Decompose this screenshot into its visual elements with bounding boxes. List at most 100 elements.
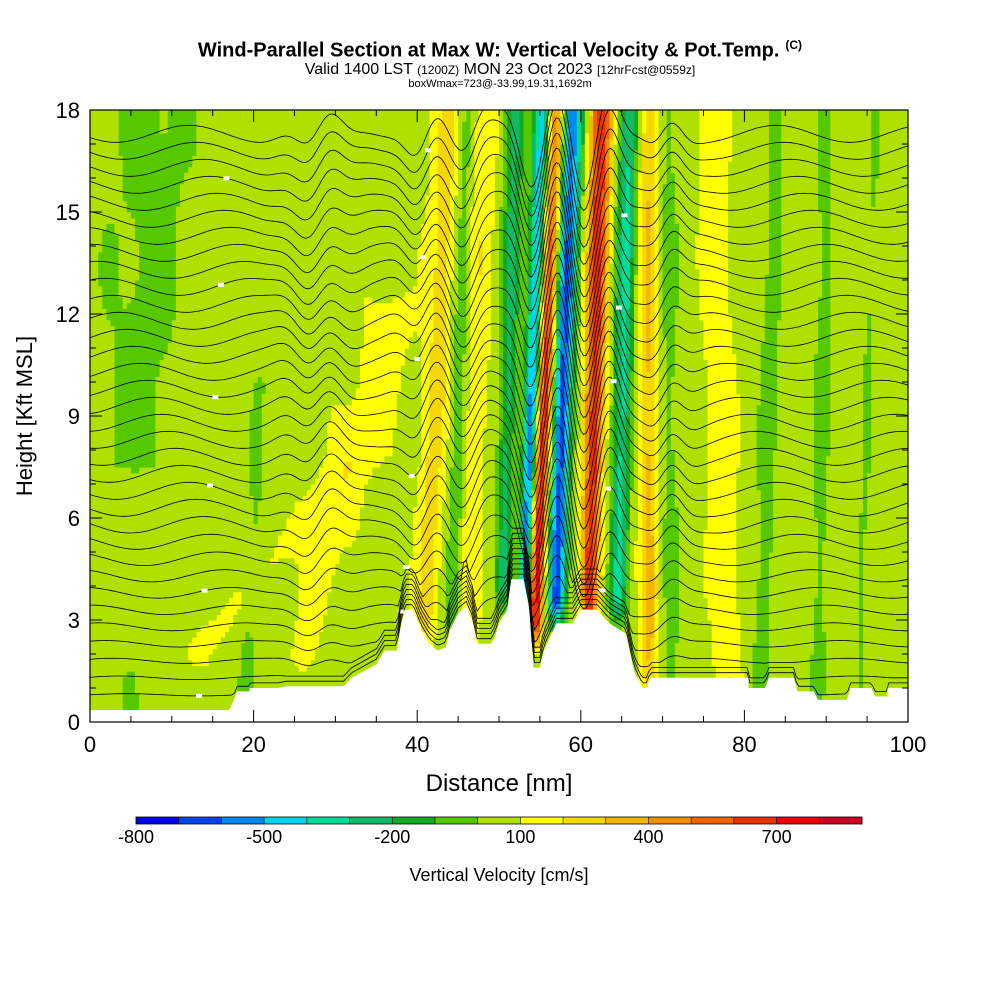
y-axis: 0 3 6 9 12 15 18 (56, 98, 908, 735)
colorbar-swatch (392, 817, 436, 824)
colorbar-swatch (605, 817, 649, 824)
x-tick-label: 20 (241, 732, 265, 757)
isentrope-label-mark (403, 565, 410, 569)
y-axis-label: Height [Kft MSL] (12, 336, 37, 496)
colorbar-swatch (136, 817, 180, 824)
isentrope-line (90, 309, 908, 426)
colorbar-swatch (819, 817, 863, 824)
title-copyright-mark: (C) (785, 38, 803, 52)
y-tick-label: 6 (68, 506, 80, 531)
x-tick-label: 40 (405, 732, 429, 757)
colorbar-tick-label: 100 (505, 827, 535, 847)
isentrope-line (90, 221, 908, 342)
isentrope-line (90, 387, 908, 498)
subtitle-utc: (1200Z) (417, 63, 460, 77)
isentrope-line (90, 272, 908, 387)
chart-title: Wind-Parallel Section at Max W: Vertical… (197, 38, 803, 62)
isentrope-line (90, 348, 908, 464)
colorbar-tick-label: -800 (118, 827, 154, 847)
isentrope-line (90, 238, 908, 357)
isentrope-contours (90, 110, 908, 698)
plot-border (89, 109, 909, 723)
x-tick-label: 80 (732, 732, 756, 757)
isentrope-line (90, 476, 908, 585)
isentrope-label-mark (223, 176, 230, 181)
colorbar-tick-label: 700 (762, 827, 792, 847)
subtitle-date: MON 23 Oct 2023 (463, 61, 593, 78)
y-tick-label: 9 (68, 404, 80, 429)
isentrope-line (90, 255, 908, 371)
colorbar-swatch (563, 817, 607, 824)
isentrope-label-mark (414, 357, 421, 361)
isentrope-line (90, 176, 908, 298)
colorbar-tick-label: -500 (246, 827, 282, 847)
y-tick-label: 18 (56, 98, 80, 123)
isentrope-label-mark (217, 282, 224, 287)
isentrope-label-mark (425, 148, 432, 153)
isentrope-label-mark (397, 609, 404, 614)
colorbar-swatch (776, 817, 820, 824)
isentrope-line (90, 548, 908, 632)
x-tick-label: 100 (890, 732, 927, 757)
isentrope-line (90, 553, 908, 643)
colorbar-swatch (648, 817, 692, 824)
isentrope-line (90, 368, 908, 481)
colorbar-swatch (477, 817, 521, 824)
y-tick-label: 12 (56, 302, 80, 327)
isentrope-line (90, 573, 908, 697)
isentrope-line (90, 329, 908, 445)
x-tick-label: 0 (84, 732, 96, 757)
isentrope-line (90, 495, 908, 598)
isentrope-line (90, 563, 908, 668)
isentrope-line (90, 441, 908, 549)
y-tick-label: 15 (56, 200, 80, 225)
isentrope-line (90, 568, 908, 680)
isentrope-line (90, 424, 908, 530)
colorbar-swatch (520, 817, 564, 824)
isentrope-label-mark (605, 486, 612, 491)
isentrope-label-mark (212, 395, 219, 400)
colorbar-tick-label: -200 (374, 827, 410, 847)
isentrope-line (90, 558, 908, 652)
isentrope-label-mark (207, 483, 213, 488)
colorbar-swatch (306, 817, 351, 824)
colorbar-border (135, 816, 863, 825)
colorbar-swatch (733, 817, 778, 824)
isentrope-line (90, 110, 908, 212)
x-axis: 0 20 40 60 80 100 (84, 110, 926, 757)
isentrope-line (90, 147, 908, 266)
terrain-fill (90, 579, 908, 722)
isentrope-label-mark (621, 213, 628, 218)
isentrope-line (90, 534, 908, 607)
colorbar-swatch (434, 817, 479, 824)
x-axis-label: Distance [nm] (426, 770, 573, 797)
isentrope-line (90, 515, 908, 610)
isentrope-label-mark (201, 588, 208, 593)
plot-frame (89, 109, 909, 723)
colorbar-swatch (178, 817, 222, 824)
isentrope-line (90, 132, 908, 248)
isentrope-label-mark (610, 379, 617, 384)
chart-subtitle: Valid 1400 LST (1200Z) MON 23 Oct 2023 [… (0, 61, 1000, 79)
y-tick-label: 0 (68, 710, 80, 735)
x-tick-label: 60 (569, 732, 593, 757)
isentrope-label-mark (419, 255, 426, 260)
colorbar-swatch (221, 817, 265, 824)
isentrope-label-mark (616, 305, 622, 310)
isentrope-line (90, 110, 908, 192)
colorbar-swatch (264, 817, 308, 824)
colorbar-swatch (691, 817, 735, 824)
colorbar-label: Vertical Velocity [cm/s] (409, 865, 588, 885)
y-tick-label: 3 (68, 608, 80, 633)
isentrope-line (90, 290, 908, 407)
terrain (90, 579, 908, 722)
isentrope-line (90, 206, 908, 328)
colorbar: -800 -500 -200 100 400 700 (118, 816, 863, 847)
isentrope-line (90, 117, 908, 230)
subtitle-forecast: [12hrFcst@0559z] (597, 63, 696, 77)
isentrope-line (90, 458, 908, 569)
colorbar-tick-label: 400 (633, 827, 663, 847)
isentrope-line (90, 406, 908, 515)
chart-info-line: boxWmax=723@-33.99,19.31,1692m (408, 78, 592, 90)
